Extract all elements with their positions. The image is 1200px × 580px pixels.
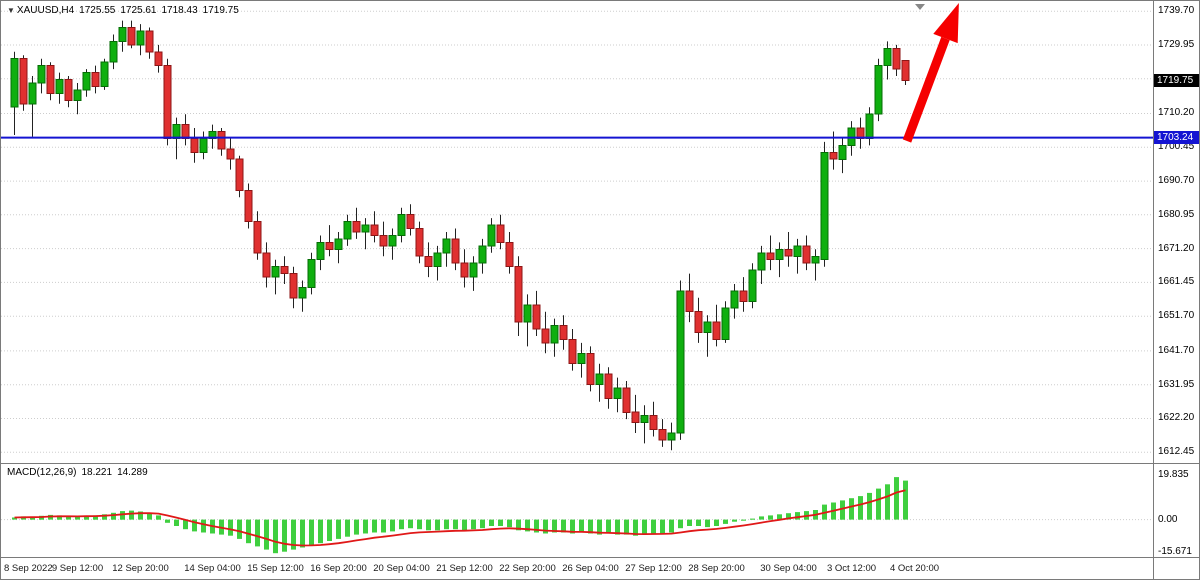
price-axis-label: 1622.20 <box>1158 412 1195 423</box>
time-axis-label: 15 Sep 12:00 <box>247 563 304 574</box>
price-axis-label: 1661.45 <box>1158 276 1195 287</box>
macd-label: MACD(12,26,9) 18.221 14.289 <box>7 467 153 478</box>
price-axis-label: 1671.20 <box>1158 243 1195 254</box>
time-axis-label: 27 Sep 12:00 <box>625 563 682 574</box>
price-axis-separator <box>1153 1 1154 579</box>
price-axis-label: 1680.95 <box>1158 209 1195 220</box>
time-axis-label: 22 Sep 20:00 <box>499 563 556 574</box>
macd-signal-value: 14.289 <box>117 467 148 478</box>
time-axis-label: 16 Sep 20:00 <box>310 563 367 574</box>
hline-price-badge: 1703.24 <box>1154 131 1199 144</box>
symbol-dropdown-icon[interactable]: ▼ <box>7 6 15 15</box>
price-axis-label: 1700.45 <box>1158 141 1195 152</box>
time-axis-label: 3 Oct 12:00 <box>826 563 877 574</box>
time-axis-label: 26 Sep 04:00 <box>562 563 619 574</box>
time-axis-separator <box>1 557 1199 558</box>
ohlc-low: 1718.43 <box>161 5 198 16</box>
price-axis-label: 1729.95 <box>1158 39 1195 50</box>
chart-shift-marker <box>915 4 925 10</box>
current-price-badge: 1719.75 <box>1154 74 1199 87</box>
time-axis-label: 21 Sep 12:00 <box>436 563 493 574</box>
ohlc-open: 1725.55 <box>79 5 116 16</box>
macd-name: MACD(12,26,9) <box>7 467 77 478</box>
price-axis-label: 1739.70 <box>1158 5 1195 16</box>
panel-separator[interactable] <box>1 463 1199 464</box>
macd-axis-label: -15.671 <box>1158 546 1192 557</box>
time-axis-label: 14 Sep 04:00 <box>184 563 241 574</box>
time-axis-label: 28 Sep 20:00 <box>688 563 745 574</box>
price-axis-label: 1631.95 <box>1158 379 1195 390</box>
price-axis-label: 1612.45 <box>1158 446 1195 457</box>
price-axis-label: 1710.20 <box>1158 107 1195 118</box>
ohlc-high: 1725.61 <box>120 5 157 16</box>
up-arrow <box>933 3 959 44</box>
time-axis-label: 4 Oct 20:00 <box>889 563 940 574</box>
price-axis-label: 1690.70 <box>1158 175 1195 186</box>
macd-axis-label: 19.835 <box>1158 469 1189 480</box>
time-axis-label: 9 Sep 12:00 <box>51 563 104 574</box>
chart-header: ▼ XAUUSD,H4 1725.55 1725.61 1718.43 1719.75 <box>7 5 244 16</box>
price-axis-label: 1641.70 <box>1158 345 1195 356</box>
price-axis-label: 1651.70 <box>1158 310 1195 321</box>
macd-axis-label: 0.00 <box>1158 514 1178 525</box>
time-axis-label: 20 Sep 04:00 <box>373 563 430 574</box>
ohlc-close: 1719.75 <box>202 5 239 16</box>
symbol-period-label: XAUUSD,H4 <box>16 5 75 16</box>
time-axis-label: 30 Sep 04:00 <box>760 563 817 574</box>
time-axis-label: 8 Sep 2022 <box>4 563 53 574</box>
macd-main-value: 18.221 <box>81 467 113 478</box>
time-axis-label: 12 Sep 20:00 <box>112 563 169 574</box>
